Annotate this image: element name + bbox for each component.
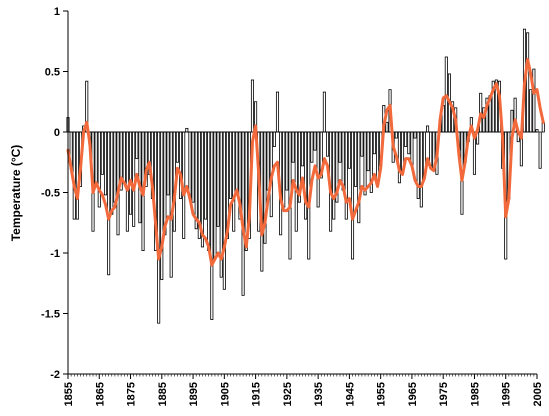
bar-1928: [294, 131, 298, 232]
y-tick-label: 0.5: [45, 67, 60, 79]
bar-1903: [216, 131, 220, 227]
smoothed-temperature-line: [66, 57, 545, 267]
y-axis-title: Temperature (°C): [9, 145, 23, 242]
bar-1870: [113, 131, 117, 203]
bar-1868: [107, 131, 111, 276]
bar-1864: [94, 131, 98, 187]
bar-1942: [338, 131, 342, 163]
bar-2004: [532, 68, 536, 133]
bar-1899: [204, 131, 208, 220]
bar-1948: [357, 131, 361, 224]
x-tick-label: 1905: [219, 382, 231, 406]
bar-1905: [222, 131, 226, 290]
bar-1914: [250, 79, 255, 133]
bar-2006: [538, 131, 542, 169]
bar-1938: [325, 131, 330, 157]
y-tick-label: -1: [50, 248, 60, 260]
bar-1907: [229, 131, 233, 199]
bar-1875: [129, 131, 133, 215]
bar-1957: [385, 121, 389, 133]
bar-1890: [175, 131, 179, 163]
y-axis-ticks: 1 0.5 0 -0.5 -1 -1.5 -2: [41, 6, 68, 381]
bar-1949: [360, 131, 364, 157]
x-tick-label: 2005: [532, 382, 544, 406]
x-axis-ticks: 1855 1865 1875 1885 1895 1905 1915 1925 1935 1945…: [63, 374, 544, 406]
bar-1934: [313, 131, 317, 151]
bar-1884: [157, 131, 161, 324]
x-tick-label: 1925: [282, 382, 294, 406]
bar-2003: [529, 89, 533, 133]
x-tick-label: 1935: [313, 382, 325, 406]
bar-1894: [188, 131, 192, 199]
x-tick-label: 1985: [469, 382, 481, 406]
bar-1960: [394, 131, 398, 139]
bar-1878: [138, 131, 142, 224]
x-tick-label: 1855: [63, 382, 75, 406]
x-tick-label: 1975: [438, 382, 450, 406]
bar-1950: [363, 131, 367, 196]
x-tick-label: 1865: [94, 382, 106, 406]
bar-1869: [110, 131, 114, 215]
bar-1966: [413, 131, 417, 139]
bar-1940: [332, 131, 336, 220]
bar-1947: [354, 131, 358, 187]
bar-1927: [291, 131, 295, 163]
x-tick-label: 1955: [376, 382, 388, 406]
bar-1937: [322, 91, 326, 133]
bar-1943: [341, 131, 345, 191]
x-tick-label: 1945: [344, 382, 356, 406]
bar-1895: [191, 131, 195, 203]
bar-1930: [300, 131, 305, 167]
x-tick-label: 1915: [251, 382, 263, 406]
bar-1925: [285, 131, 289, 191]
y-tick-label: 1: [54, 6, 60, 18]
x-tick-label: 1875: [126, 382, 138, 406]
bar-1900: [207, 131, 211, 251]
bar-1885: [160, 131, 164, 281]
bar-1924: [282, 131, 286, 208]
bar-1967: [416, 131, 420, 199]
bar-1887: [166, 131, 170, 196]
bar-1919: [266, 131, 270, 191]
y-tick-label: -1.5: [41, 309, 60, 321]
bar-1867: [103, 131, 108, 196]
bar-1896: [194, 131, 198, 230]
bar-1961: [397, 131, 401, 184]
bar-1873: [122, 131, 126, 184]
bar-1944: [344, 131, 348, 220]
bar-1970: [426, 125, 430, 133]
bar-1964: [407, 131, 411, 155]
bar-1865: [97, 131, 101, 208]
bar-1866: [100, 131, 104, 175]
bar-1877: [135, 131, 139, 160]
bar-1933: [310, 131, 314, 163]
bar-2002: [526, 32, 530, 133]
x-tick-label: 1895: [188, 382, 200, 406]
x-tick-label: 1885: [157, 382, 169, 406]
bar-1921: [272, 131, 276, 147]
bar-1901: [210, 131, 214, 320]
y-tick-label: 0: [54, 127, 60, 139]
bar-1968: [419, 131, 423, 208]
bar-1953: [372, 131, 376, 155]
bar-1858: [75, 131, 79, 220]
y-tick-label: -2: [50, 369, 60, 381]
y-tick-label: -0.5: [41, 188, 60, 200]
x-tick-label: 1995: [501, 382, 513, 406]
bar-1909: [235, 131, 239, 193]
bar-1922: [275, 91, 280, 133]
bar-1951: [366, 131, 370, 172]
x-tick-label: 1965: [407, 382, 419, 406]
bar-1893: [185, 127, 189, 133]
bar-1908: [232, 131, 236, 232]
bar-1963: [404, 131, 408, 147]
bar-1902: [213, 131, 217, 260]
bar-1874: [125, 131, 129, 232]
bar-1946: [350, 131, 355, 260]
bar-1971: [429, 131, 433, 167]
bar-1945: [347, 131, 351, 169]
